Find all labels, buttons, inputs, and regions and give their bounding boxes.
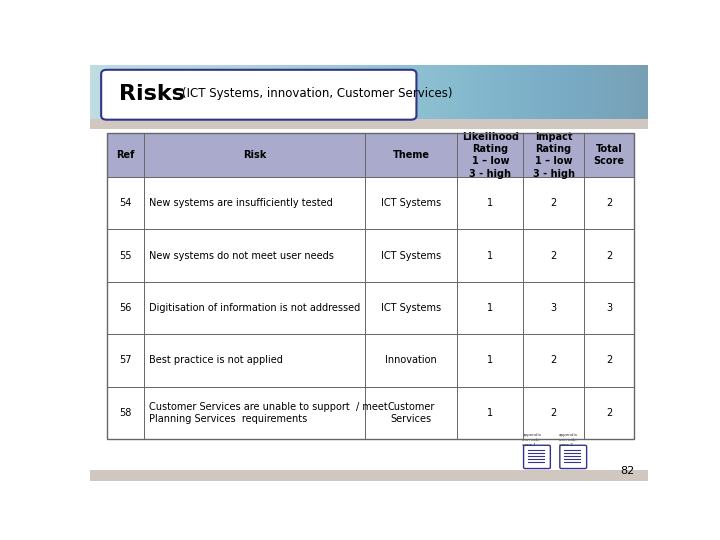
Bar [90, 119, 648, 129]
Text: 54: 54 [119, 198, 131, 208]
Text: 56: 56 [119, 303, 131, 313]
Text: 58: 58 [119, 408, 131, 418]
Text: 2: 2 [551, 355, 557, 366]
Text: 3: 3 [606, 303, 612, 313]
FancyBboxPatch shape [560, 446, 587, 469]
Text: Customer Services are unable to support  / meet
Planning Services  requirements: Customer Services are unable to support … [149, 402, 388, 424]
Text: New systems do not meet user needs: New systems do not meet user needs [149, 251, 334, 261]
Bar [107, 334, 634, 387]
Bar [107, 230, 634, 282]
Bar [90, 65, 648, 119]
Text: 2: 2 [606, 198, 612, 208]
Text: 1: 1 [487, 303, 493, 313]
Text: (ICT Systems, innovation, Customer Services): (ICT Systems, innovation, Customer Servi… [182, 87, 453, 100]
Text: 1: 1 [487, 198, 493, 208]
Bar [90, 470, 648, 481]
Text: Innovation: Innovation [385, 355, 437, 366]
Text: ICT Systems: ICT Systems [381, 198, 441, 208]
Text: 3: 3 [551, 303, 557, 313]
Text: 2: 2 [606, 408, 612, 418]
Bar [107, 133, 634, 177]
Text: 2: 2 [551, 251, 557, 261]
Text: 57: 57 [119, 355, 132, 366]
Text: 2: 2 [551, 408, 557, 418]
Text: ICT Systems: ICT Systems [381, 303, 441, 313]
Bar [107, 282, 634, 334]
Text: 2: 2 [606, 251, 612, 261]
Text: Risks: Risks [119, 84, 185, 104]
Text: New systems are insufficiently tested: New systems are insufficiently tested [149, 198, 333, 208]
Text: 55: 55 [119, 251, 132, 261]
Text: Total
Score: Total Score [593, 144, 624, 166]
Text: 1: 1 [487, 251, 493, 261]
FancyBboxPatch shape [101, 70, 416, 120]
Text: Risk: Risk [243, 150, 266, 160]
Text: Impact
Rating
1 – low
3 - high: Impact Rating 1 – low 3 - high [533, 132, 575, 179]
Text: 1: 1 [487, 355, 493, 366]
FancyBboxPatch shape [523, 446, 550, 469]
Text: Theme: Theme [393, 150, 430, 160]
Bar [107, 177, 634, 230]
Text: Digitisation of information is not addressed: Digitisation of information is not addre… [149, 303, 361, 313]
Text: 1: 1 [487, 408, 493, 418]
Bar [107, 133, 634, 439]
Text: appendix
ann exb.
annc 1: appendix ann exb. annc 1 [523, 433, 541, 447]
Text: 2: 2 [606, 355, 612, 366]
Text: appendix
ann exb.
annc 2: appendix ann exb. annc 2 [559, 433, 578, 447]
Text: 2: 2 [551, 198, 557, 208]
Bar [107, 387, 634, 439]
Text: ICT Systems: ICT Systems [381, 251, 441, 261]
Text: Ref: Ref [116, 150, 135, 160]
Text: Likelihood
Rating
1 – low
3 - high: Likelihood Rating 1 – low 3 - high [462, 132, 519, 179]
Text: Customer
Services: Customer Services [387, 402, 435, 424]
Text: Best practice is not applied: Best practice is not applied [149, 355, 283, 366]
Text: 82: 82 [620, 467, 634, 476]
